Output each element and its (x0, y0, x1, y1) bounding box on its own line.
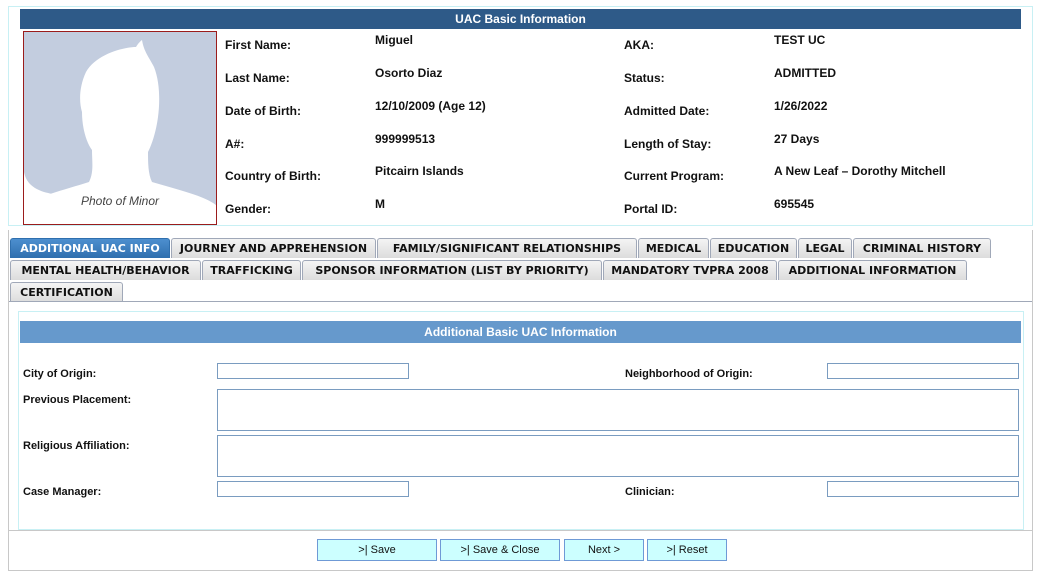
right-value: ADMITTED (774, 66, 836, 80)
right-label: Status: (624, 71, 665, 85)
right-label: AKA: (624, 38, 654, 52)
right-value: 27 Days (774, 132, 820, 146)
section-title: Additional Basic UAC Information (20, 321, 1021, 343)
divider (9, 530, 1032, 531)
left-label: Country of Birth: (225, 169, 321, 183)
left-label: First Name: (225, 38, 292, 52)
tab-container (8, 230, 1033, 571)
tab-additional-uac-info[interactable]: ADDITIONAL UAC INFO (10, 238, 170, 258)
neighborhood-of-origin-input[interactable] (827, 363, 1019, 379)
clinician-label: Clinician: (625, 486, 675, 498)
save-button[interactable]: >| Save (317, 539, 437, 561)
left-label: Gender: (225, 202, 272, 216)
previous-placement-textarea[interactable] (217, 389, 1019, 431)
tab-family-significant-relationships[interactable]: FAMILY/SIGNIFICANT RELATIONSHIPS (377, 238, 637, 258)
form-panel (18, 311, 1024, 530)
left-value: 999999513 (375, 132, 436, 146)
panel-title: UAC Basic Information (20, 9, 1021, 29)
tab-trafficking[interactable]: TRAFFICKING (202, 260, 301, 280)
case-manager-input[interactable] (217, 481, 409, 497)
city-of-origin-input[interactable] (217, 363, 409, 379)
previous-placement-label: Previous Placement: (23, 394, 132, 406)
tab-criminal-history[interactable]: CRIMINAL HISTORY (853, 238, 991, 258)
tab-additional-information[interactable]: ADDITIONAL INFORMATION (778, 260, 967, 280)
tab-mental-health-behavior[interactable]: MENTAL HEALTH/BEHAVIOR (10, 260, 201, 280)
right-label: Length of Stay: (624, 137, 712, 151)
right-value: TEST UC (774, 33, 826, 47)
tab-divider (9, 301, 1032, 302)
uac-basic-info-panel (8, 6, 1033, 226)
right-value: 695545 (774, 197, 815, 211)
left-value: 12/10/2009 (Age 12) (375, 99, 486, 113)
minor-photo: Photo of Minor (23, 31, 217, 225)
left-value: Miguel (375, 33, 413, 47)
right-label: Admitted Date: (624, 104, 710, 118)
person-silhouette-icon (24, 40, 216, 224)
left-label: A#: (225, 137, 245, 151)
city-of-origin-label: City of Origin: (23, 368, 97, 380)
save-close-button[interactable]: >| Save & Close (440, 539, 560, 561)
tab-journey-and-apprehension[interactable]: JOURNEY AND APPREHENSION (171, 238, 376, 258)
right-label: Portal ID: (624, 202, 678, 216)
right-value: 1/26/2022 (774, 99, 828, 113)
tab-mandatory-tvpra-2008[interactable]: MANDATORY TVPRA 2008 (603, 260, 777, 280)
religious-affiliation-textarea[interactable] (217, 435, 1019, 477)
case-manager-label: Case Manager: (23, 486, 102, 498)
left-label: Last Name: (225, 71, 290, 85)
clinician-input[interactable] (827, 481, 1019, 497)
right-value: A New Leaf – Dorothy Mitchell (774, 164, 946, 178)
tab-medical[interactable]: MEDICAL (638, 238, 709, 258)
tab-sponsor-information-list-by-priority[interactable]: SPONSOR INFORMATION (LIST BY PRIORITY) (302, 260, 602, 280)
reset-button[interactable]: >| Reset (647, 539, 727, 561)
religious-affiliation-label: Religious Affiliation: (23, 440, 130, 452)
right-label: Current Program: (624, 169, 725, 183)
photo-caption: Photo of Minor (80, 194, 160, 208)
left-value: M (375, 197, 385, 211)
left-value: Pitcairn Islands (375, 164, 464, 178)
tab-legal[interactable]: LEGAL (798, 238, 852, 258)
tab-education[interactable]: EDUCATION (710, 238, 797, 258)
left-value: Osorto Diaz (375, 66, 443, 80)
left-label: Date of Birth: (225, 104, 301, 118)
next-button[interactable]: Next > (564, 539, 644, 561)
tab-certification[interactable]: CERTIFICATION (10, 282, 123, 302)
neighborhood-of-origin-label: Neighborhood of Origin: (625, 368, 753, 380)
